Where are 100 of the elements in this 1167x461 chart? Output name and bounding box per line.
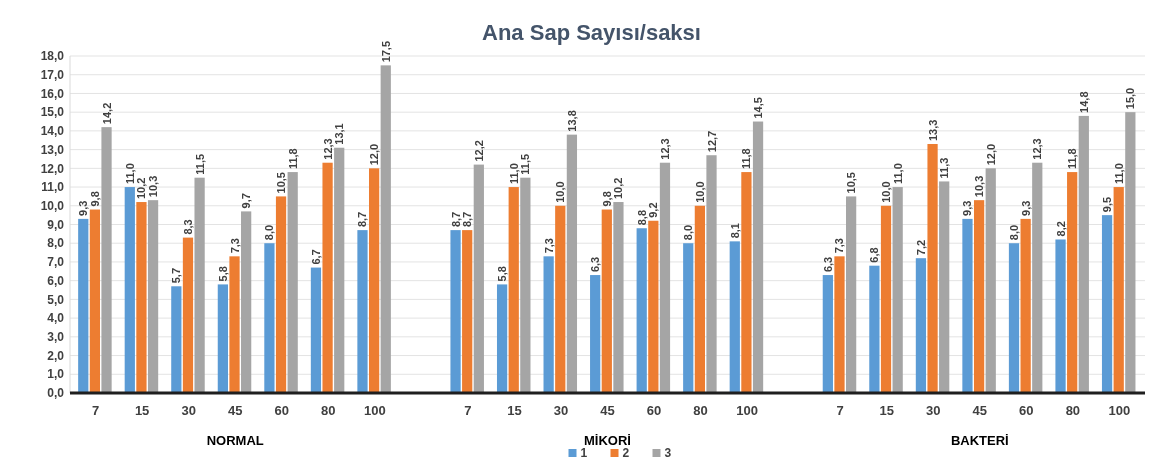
bar [729,241,740,393]
data-label: 11,0 [507,163,520,185]
y-tick-label: 3,0 [47,330,65,345]
x-tick-label: 45 [600,403,615,418]
data-label: 8,1 [728,223,741,239]
x-tick-label: 7 [91,403,100,418]
y-tick-label: 17,0 [40,67,65,82]
data-label: 8,0 [1008,224,1020,241]
x-tick-label: 15 [879,403,894,418]
bar [78,218,89,393]
data-label: 8,3 [181,219,194,235]
bar [869,265,880,393]
bar [706,155,717,393]
y-tick-label: 12,0 [40,161,65,176]
data-label: 5,8 [216,266,229,282]
x-tick-label: 100 [736,403,758,418]
x-tick-label: 60 [646,403,662,418]
data-label: 8,7 [449,211,462,228]
chart-title: Ana Sap Sayısı/saksı [482,20,701,45]
y-tick-label: 6,0 [47,273,65,288]
x-tick-label: 15 [134,403,150,418]
y-tick-label: 11,0 [41,180,65,195]
bar [752,121,764,393]
bar [1113,187,1124,393]
bar [555,205,566,393]
bar [264,243,275,393]
data-label: 8,0 [263,224,276,241]
bar [880,205,892,393]
data-label: 8,7 [461,211,474,228]
bar [834,256,845,393]
bar [322,162,333,393]
data-label: 17,5 [379,40,392,63]
data-label: 12,0 [368,143,381,166]
data-label: 10,3 [147,175,160,198]
data-label: 9,8 [600,191,613,207]
data-label: 10,2 [612,177,625,200]
bar [566,134,578,393]
x-tick-label: 45 [972,403,988,418]
data-label: 7,3 [542,238,555,254]
bar [508,187,519,393]
bar [590,275,601,393]
bar [985,168,996,393]
data-label: 12,3 [321,138,334,160]
data-label: 5,8 [496,266,509,282]
legend-label: 1 [580,446,588,460]
bar [241,211,252,393]
bar [520,177,531,393]
data-label: 7,2 [914,239,927,256]
data-label: 10,3 [973,175,986,198]
y-tick-label: 8,0 [47,236,65,251]
bar [892,187,903,393]
x-tick-label: 7 [836,403,844,418]
y-tick-label: 10,0 [40,198,65,213]
data-label: 8,2 [1054,221,1067,237]
bar [334,147,345,393]
y-tick-label: 4,0 [47,311,65,326]
bar [217,284,228,393]
x-tick-label: 80 [321,403,336,418]
data-label: 6,3 [589,256,602,273]
data-label: 11,0 [123,163,136,185]
legend-label: 3 [664,446,672,460]
bar [194,177,205,393]
bar [89,209,101,393]
data-label: 13,8 [565,110,578,132]
text: MİKORİ [584,433,631,448]
bar [939,181,950,393]
bar [136,202,147,393]
data-label: 10,0 [880,181,893,203]
bar [659,162,671,393]
data-label: 11,8 [1066,148,1079,170]
data-label: 11,0 [1112,163,1125,185]
x-tick-label: 100 [363,403,386,418]
y-tick-label: 15,0 [40,105,65,120]
bar [496,284,508,393]
data-label: 11,5 [193,153,206,175]
y-tick-label: 1,0 [47,367,65,382]
data-label: 8,0 [682,224,695,241]
data-label: 11,0 [891,163,904,185]
x-tick-label: 7 [464,403,472,418]
bar [694,205,705,393]
data-label: 7,3 [228,238,241,254]
data-label: 9,2 [647,202,660,218]
bar [124,187,135,393]
x-tick-label: 30 [926,403,941,418]
data-label: 10,0 [554,181,567,203]
data-label: 14,2 [100,102,113,125]
x-tick-label: 100 [1108,403,1131,418]
x-tick-label: 60 [274,403,289,418]
data-label: 12,3 [1031,138,1044,160]
bar [973,200,985,393]
bar [369,168,380,393]
y-tick-label: 18,0 [40,49,65,64]
bar [613,202,624,393]
bar [171,286,182,393]
data-label: 9,8 [88,191,101,207]
data-label: 14,5 [752,97,765,119]
data-label: 11,8 [286,148,299,170]
bar [287,172,298,393]
data-label: 12,0 [984,143,997,166]
data-label: 11,3 [938,157,951,179]
